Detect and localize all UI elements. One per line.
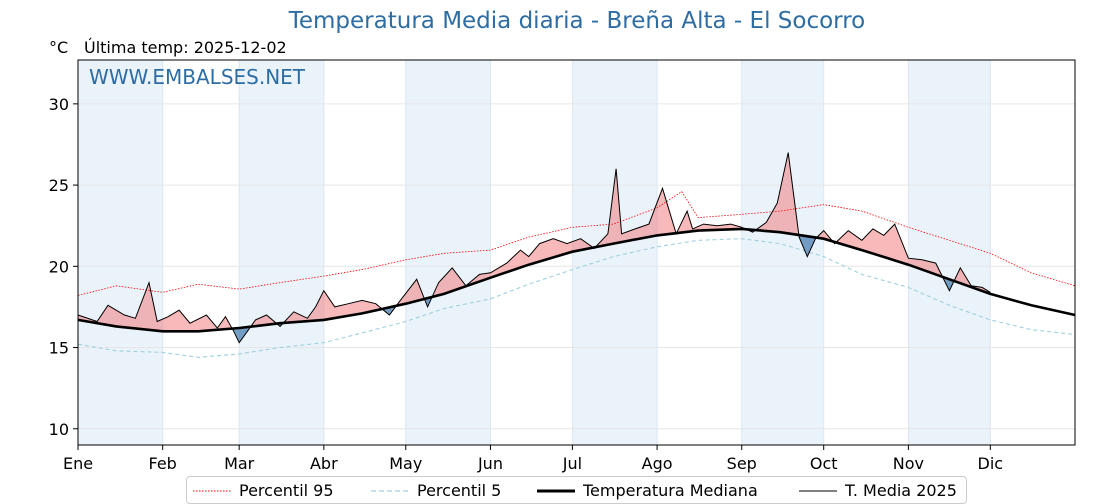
x-axis-ticks: Ene Feb Mar Abr May Jun Jul Ago Sep Oct Nov Dic [63, 445, 1003, 473]
chart: WWW.EMBALSES.NET 10 15 20 25 30 Ene Feb Mar Abr… [49, 59, 1076, 473]
legend-label-p5: Percentil 5 [417, 481, 502, 500]
anomaly-fill-above [816, 230, 832, 242]
x-tick-label-May: May [389, 454, 422, 473]
y-tick-label-25: 25 [49, 176, 69, 195]
month-band-Jul [572, 60, 658, 445]
x-tick-label-Dic: Dic [978, 454, 1004, 473]
anomaly-fill-below [799, 235, 816, 257]
month-band-Nov [908, 60, 991, 445]
legend-swatch-median [537, 489, 575, 493]
x-tick-label-Ene: Ene [63, 454, 93, 473]
anomaly-fill-above [78, 282, 231, 332]
y-tick-label-10: 10 [49, 420, 69, 439]
plot-frame [77, 59, 1076, 446]
y-unit-label: °C [49, 38, 69, 57]
x-tick-label-Sep: Sep [727, 454, 757, 473]
legend-swatch-p95 [193, 490, 231, 492]
x-tick-label-Feb: Feb [149, 454, 177, 473]
x-tick-label-Nov: Nov [893, 454, 924, 473]
anomaly-fill-above [756, 152, 798, 235]
last-temp-label: Última temp: 2025-12-02 [84, 38, 287, 57]
x-tick-label-Oct: Oct [810, 454, 838, 473]
anomaly-fills [78, 152, 991, 343]
legend-swatch-current [799, 490, 837, 492]
month-bands [78, 60, 991, 445]
x-tick-label-Jun: Jun [477, 454, 503, 473]
anomaly-fill-above [284, 290, 382, 323]
legend-label-p95: Percentil 95 [239, 481, 334, 500]
anomaly-fill-above [677, 211, 746, 233]
series-line-median [77, 227, 1076, 333]
series-lines [77, 152, 1076, 358]
legend-label-current: T. Media 2025 [845, 481, 957, 500]
y-axis-ticks: 10 15 20 25 30 [49, 95, 78, 439]
x-tick-label-Mar: Mar [224, 454, 255, 473]
anomaly-fill-above [397, 279, 424, 306]
anomaly-fill-above [836, 224, 943, 277]
chart-title: Temperatura Media diaria - Breña Alta - … [288, 8, 866, 34]
legend-swatch-p5 [371, 490, 409, 492]
watermark: WWW.EMBALSES.NET [89, 65, 306, 89]
series-line-current [77, 152, 991, 344]
y-tick-label-15: 15 [49, 339, 69, 358]
x-tick-label-Ago: Ago [642, 454, 673, 473]
y-tick-label-30: 30 [49, 95, 69, 114]
anomaly-fill-below [232, 326, 251, 343]
month-band-May [405, 60, 491, 445]
anomaly-fill-above [595, 168, 675, 248]
anomaly-fill-above [433, 238, 593, 297]
x-tick-label-Abr: Abr [310, 454, 338, 473]
month-band-Ene [78, 60, 163, 445]
legend-label-median: Temperatura Mediana [583, 481, 758, 500]
y-tick-label-20: 20 [49, 257, 69, 276]
x-tick-label-Jul: Jul [562, 454, 582, 473]
month-band-Mar [239, 60, 324, 445]
series-line-p5 [77, 238, 1076, 358]
